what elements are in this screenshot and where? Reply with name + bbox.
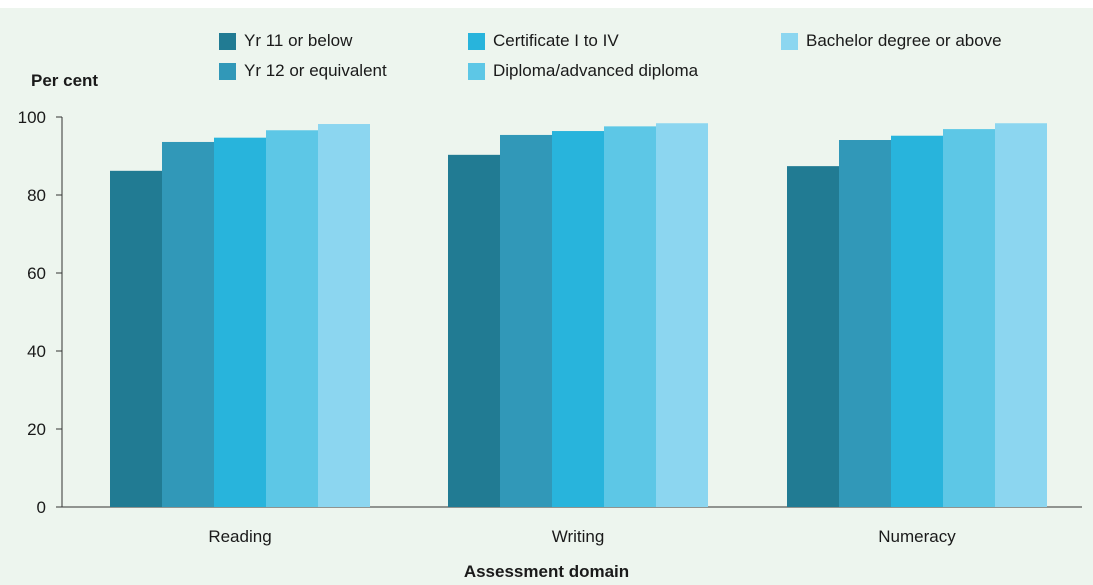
bar-numeracy-1	[839, 140, 891, 507]
bar-numeracy-0	[787, 166, 839, 507]
chart-bars	[110, 123, 1047, 508]
legend-label: Yr 12 or equivalent	[244, 61, 387, 80]
legend-swatch	[219, 32, 236, 50]
legend-item-certificate: Certificate I to IV	[468, 31, 619, 51]
x-tick-label-numeracy: Numeracy	[878, 527, 956, 546]
bar-reading-1	[162, 141, 214, 507]
y-tick-label: 0	[37, 498, 46, 517]
legend-label: Certificate I to IV	[493, 31, 619, 50]
legend-swatch	[219, 62, 236, 80]
y-tick-label: 40	[27, 342, 46, 361]
y-tick-label: 20	[27, 420, 46, 439]
bar-writing-3	[604, 126, 656, 508]
legend-item-diploma: Diploma/advanced diploma	[468, 61, 698, 81]
legend-item-yr12: Yr 12 or equivalent	[219, 61, 387, 81]
legend-swatch	[468, 62, 485, 80]
bar-writing-2	[552, 131, 604, 508]
bar-reading-0	[110, 170, 162, 507]
x-tick-labels: Reading Writing Numeracy	[208, 527, 956, 546]
legend-swatch	[781, 32, 798, 50]
bar-numeracy-3	[943, 129, 995, 507]
x-tick-label-writing: Writing	[552, 527, 605, 546]
y-tick-label: 80	[27, 186, 46, 205]
x-tick-label-reading: Reading	[208, 527, 271, 546]
bar-reading-3	[266, 130, 318, 507]
legend-label: Bachelor degree or above	[806, 31, 1002, 50]
legend-item-bachelor: Bachelor degree or above	[781, 31, 1002, 51]
y-axis-title: Per cent	[31, 71, 99, 90]
legend-item-yr11: Yr 11 or below	[219, 31, 352, 51]
bar-writing-0	[448, 154, 500, 507]
bar-writing-1	[500, 134, 552, 507]
bar-numeracy-2	[891, 135, 943, 507]
legend-label: Yr 11 or below	[244, 31, 353, 50]
bar-reading-4	[318, 124, 370, 508]
x-axis-title: Assessment domain	[463, 562, 630, 581]
y-tick-labels: 0 20 40 60 80 100	[18, 108, 62, 517]
bar-reading-2	[214, 137, 266, 508]
legend-label: Diploma/advanced diploma	[493, 61, 699, 80]
bar-numeracy-4	[995, 123, 1047, 508]
y-tick-label: 60	[27, 264, 46, 283]
legend-swatch	[468, 32, 485, 50]
bar-writing-4	[656, 123, 708, 508]
y-tick-label: 100	[18, 108, 46, 127]
